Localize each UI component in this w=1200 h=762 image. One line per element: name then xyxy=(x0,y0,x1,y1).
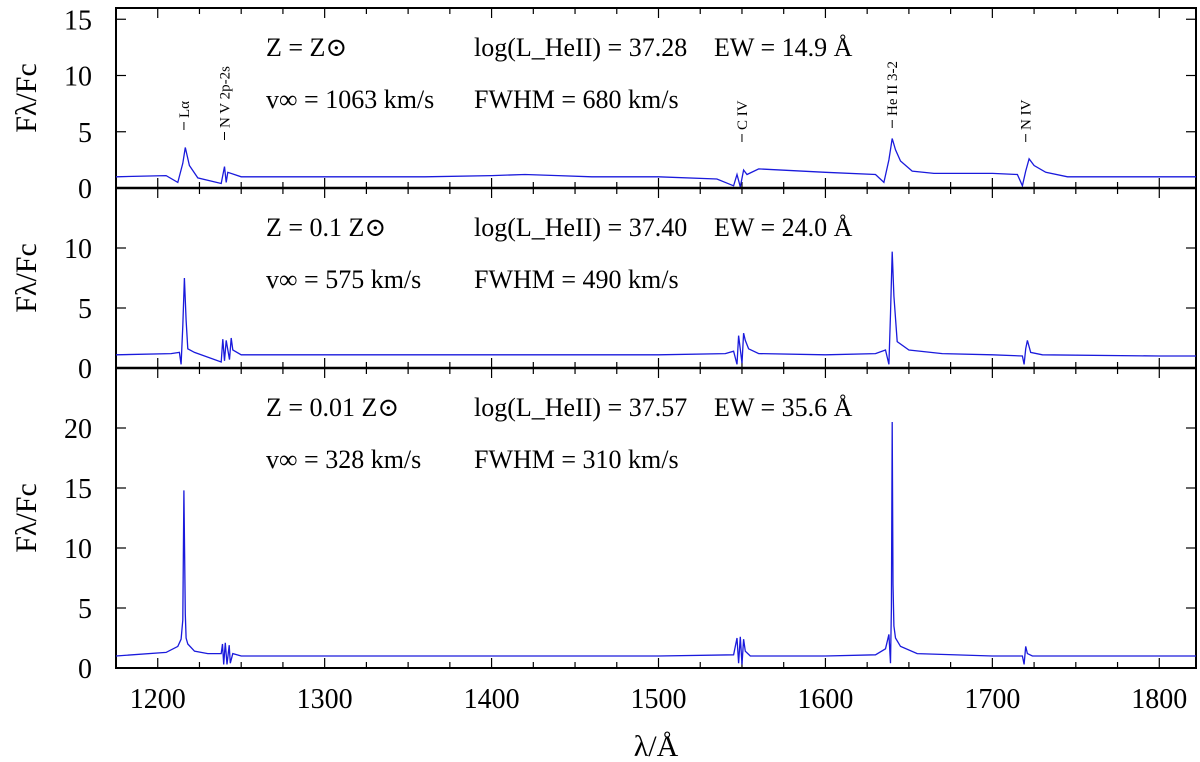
y-tick-label: 5 xyxy=(78,294,92,325)
panel-1: 0 5 10 15 Fλ/Fc Z = Z⊙ log(L_HeII) = 37.28 EW =… xyxy=(10,5,1197,205)
annotation-fwhm: FWHM = 490 km/s xyxy=(474,265,679,294)
annotation-logl: log(L_HeII) = 37.57 xyxy=(474,393,687,422)
x-tick-label: 1200 xyxy=(130,684,186,715)
line-marker-label: N IV xyxy=(1019,99,1035,130)
y-tick-label: 0 xyxy=(78,354,92,385)
annotation-ew: EW = 14.9 Å xyxy=(714,33,853,62)
y-tick-label: 5 xyxy=(78,594,92,625)
x-axis-title: λ/Å xyxy=(634,730,679,762)
y-tick-label: 15 xyxy=(64,5,92,36)
x-tick-label: 1400 xyxy=(464,684,520,715)
y-tick-label: 20 xyxy=(64,414,92,445)
annotation-logl: log(L_HeII) = 37.28 xyxy=(474,33,687,62)
y-tick-label: 10 xyxy=(64,534,92,565)
line-marker-label: C IV xyxy=(735,100,751,130)
y-tick-label: 0 xyxy=(78,654,92,685)
annotation-vinf: v∞ = 1063 km/s xyxy=(266,85,434,114)
y-tick-label: 15 xyxy=(64,474,92,505)
annotation-logl: log(L_HeII) = 37.40 xyxy=(474,213,687,242)
x-axis: 1200 1300 1400 1500 1600 1700 1800 xyxy=(130,684,1188,715)
y-axis-title: Fλ/Fc xyxy=(10,63,43,133)
y-tick-label: 0 xyxy=(78,174,92,205)
annotation-fwhm: FWHM = 680 km/s xyxy=(474,85,679,114)
line-marker-label: Lα xyxy=(177,101,193,118)
x-tick-label: 1300 xyxy=(297,684,353,715)
annotation-ew: EW = 24.0 Å xyxy=(714,213,853,242)
spectrum-line xyxy=(115,251,1196,365)
y-tick-label: 10 xyxy=(64,62,92,93)
spectrum-line xyxy=(115,421,1196,665)
spectrum-line xyxy=(115,138,1196,188)
line-marker-label: N V 2p-2s xyxy=(218,66,234,128)
annotation-z: Z = Z⊙ xyxy=(266,33,347,62)
panel-2: 0 5 10 Fλ/Fc Z = 0.1 Z⊙ log(L_HeII) = 37.40 EW… xyxy=(10,187,1197,385)
x-tick-label: 1600 xyxy=(797,684,853,715)
x-tick-label: 1500 xyxy=(631,684,687,715)
y-axis-title: Fλ/Fc xyxy=(10,483,43,553)
annotation-z: Z = 0.1 Z⊙ xyxy=(266,213,386,242)
panel-3: 0 5 10 15 20 Fλ/Fc Z = 0.01 Z⊙ log(L_HeII) = 37… xyxy=(10,367,1197,685)
y-axis-title: Fλ/Fc xyxy=(10,243,43,313)
x-tick-label: 1800 xyxy=(1131,684,1187,715)
y-tick-label: 10 xyxy=(64,234,92,265)
annotation-ew: EW = 35.6 Å xyxy=(714,393,853,422)
annotation-vinf: v∞ = 575 km/s xyxy=(266,265,421,294)
line-marker-label: He II 3-2 xyxy=(885,61,901,116)
panels-layer: 0 5 10 15 Fλ/Fc Z = Z⊙ log(L_HeII) = 37.28 EW =… xyxy=(10,5,1197,685)
annotation-fwhm: FWHM = 310 km/s xyxy=(474,445,679,474)
annotation-vinf: v∞ = 328 km/s xyxy=(266,445,421,474)
y-tick-label: 5 xyxy=(78,118,92,149)
x-tick-label: 1700 xyxy=(964,684,1020,715)
annotation-z: Z = 0.01 Z⊙ xyxy=(266,393,399,422)
